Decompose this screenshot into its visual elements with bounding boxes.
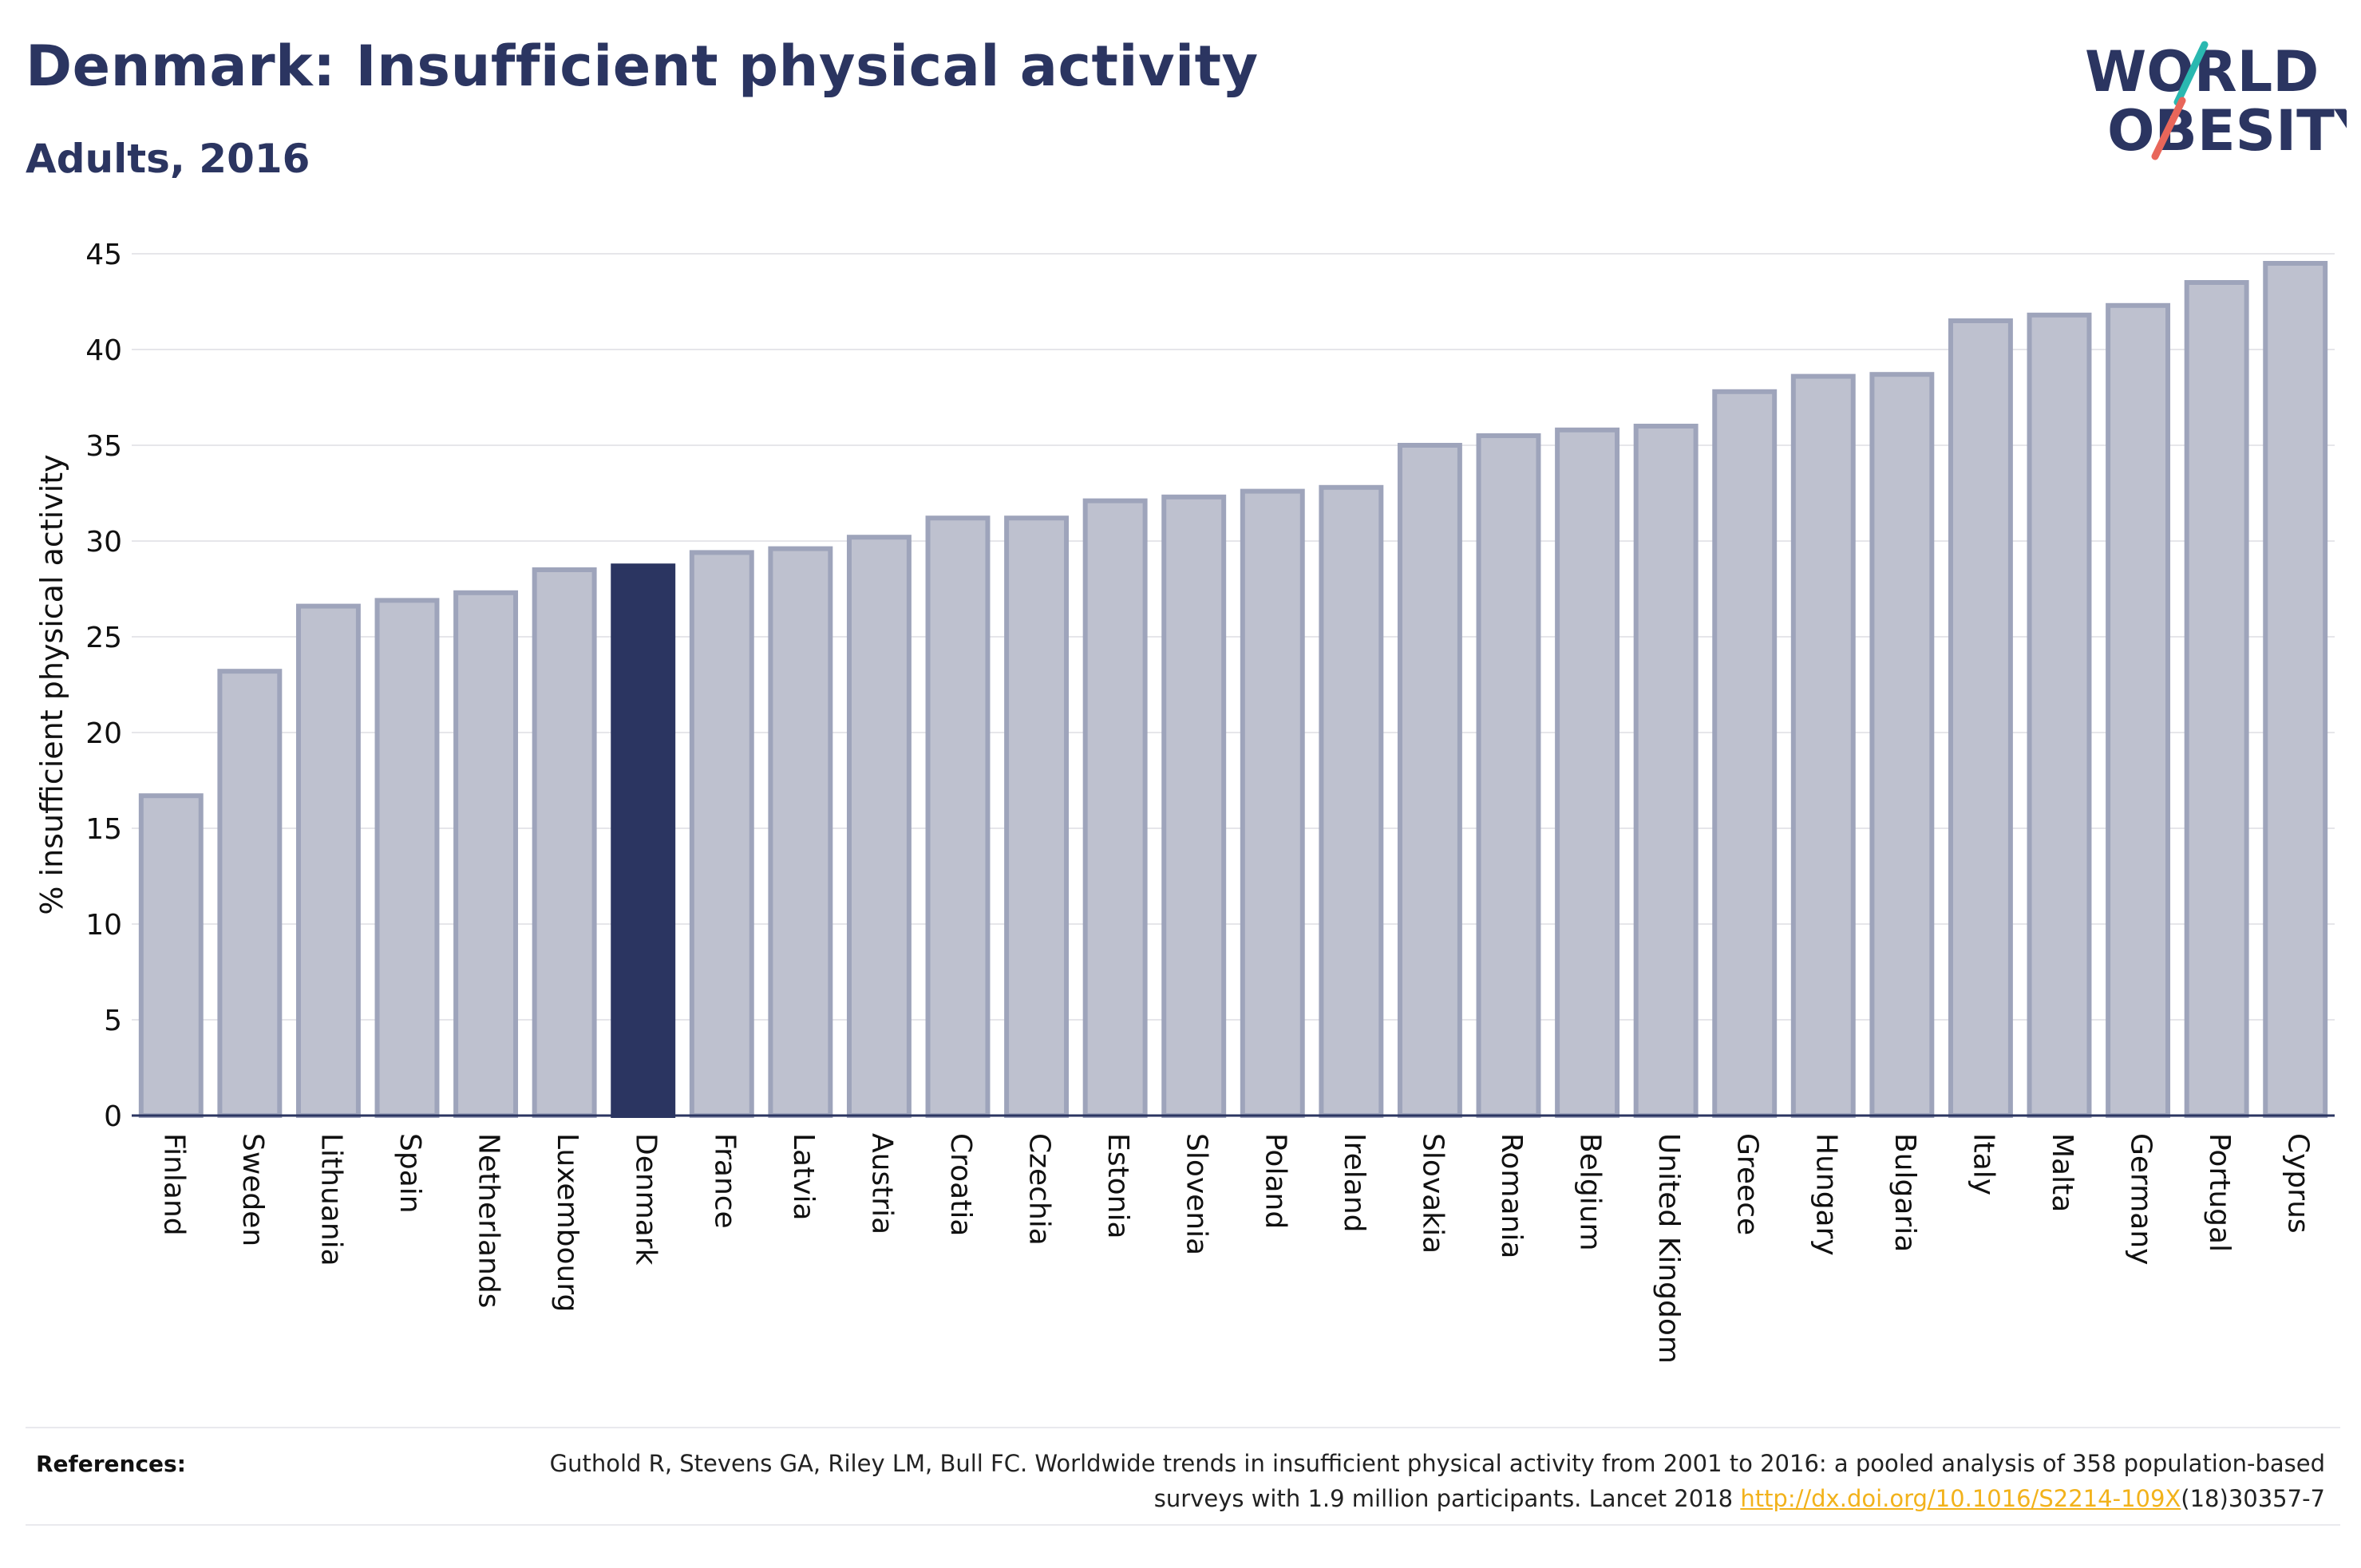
x-tick-label: Portugal <box>2203 1133 2236 1252</box>
x-tick-label: Italy <box>1967 1133 1999 1195</box>
x-tick-label: Ireland <box>1338 1133 1370 1233</box>
x-tick-label: Bulgaria <box>1888 1133 1921 1252</box>
x-tick-label: Slovenia <box>1180 1133 1213 1255</box>
x-tick-label: Czechia <box>1023 1133 1056 1246</box>
bar-france <box>689 550 754 1118</box>
bar-slovenia <box>1161 494 1227 1118</box>
bar-poland <box>1240 488 1305 1118</box>
world-obesity-logo: WORLD OBESITY <box>2085 39 2347 164</box>
references-citation: Guthold R, Stevens GA, Riley LM, Bull FC… <box>549 1450 2325 1512</box>
x-tick-label: Romania <box>1495 1133 1528 1258</box>
x-tick-label: Cyprus <box>2282 1133 2315 1234</box>
references-text: Guthold R, Stevens GA, Riley LM, Bull FC… <box>489 1446 2325 1516</box>
x-tick-label: Lithuania <box>314 1133 347 1266</box>
x-tick-label: Finland <box>157 1133 190 1236</box>
bar-malta <box>2027 312 2092 1118</box>
x-tick-label: Belgium <box>1574 1133 1607 1251</box>
bar-ireland <box>1319 484 1384 1118</box>
bar-finland <box>138 793 204 1118</box>
references-citation-suffix: (18)30357-7 <box>2181 1485 2325 1512</box>
bar-latvia <box>768 546 833 1118</box>
bar-germany <box>2106 302 2171 1118</box>
y-tick-label: 40 <box>85 334 122 367</box>
y-tick-label: 0 <box>104 1100 122 1133</box>
bar-slovakia <box>1397 443 1462 1118</box>
x-tick-label: Slovakia <box>1416 1133 1449 1254</box>
y-tick-label: 10 <box>85 909 122 942</box>
references-divider-top <box>26 1427 2340 1428</box>
bar-bulgaria <box>1869 372 1935 1118</box>
x-tick-label: Denmark <box>630 1133 662 1266</box>
y-tick-label: 30 <box>85 526 122 559</box>
bar-estonia <box>1082 498 1148 1118</box>
x-axis-labels: Finland Sweden Lithuania Spain Netherlands Lu… <box>157 1133 2314 1364</box>
x-tick-label: France <box>708 1133 741 1229</box>
y-tick-label: 25 <box>85 622 122 654</box>
bar-croatia <box>925 515 991 1118</box>
bar-sweden <box>217 669 283 1118</box>
x-tick-label: Spain <box>394 1133 426 1214</box>
x-tick-label: Luxembourg <box>551 1133 583 1312</box>
logo-slash-teal <box>2173 41 2209 106</box>
logo-slash-coral <box>2151 97 2186 160</box>
x-tick-label: Hungary <box>1809 1133 1842 1256</box>
bar-denmark <box>611 563 676 1118</box>
x-tick-label: Latvia <box>787 1133 820 1221</box>
y-tick-label: 35 <box>85 430 122 463</box>
y-tick-label: 20 <box>85 717 122 750</box>
x-tick-label: Greece <box>1731 1133 1764 1235</box>
bar-greece <box>1712 389 1778 1118</box>
bar-romania <box>1476 433 1541 1118</box>
bars <box>138 261 2328 1119</box>
y-axis-label: % insufficient physical activity <box>34 454 69 914</box>
logo-text-obesity: OBESITY <box>2107 98 2347 164</box>
x-tick-label: Austria <box>865 1133 898 1234</box>
y-axis-ticks: 0 5 10 15 20 25 30 35 40 45 <box>85 239 122 1133</box>
bar-cyprus <box>2263 261 2328 1118</box>
chart-subtitle: Adults, 2016 <box>26 136 310 182</box>
bar-united-kingdom <box>1633 424 1699 1118</box>
bar-luxembourg <box>532 567 597 1118</box>
bar-chart: 0 5 10 15 20 25 30 35 40 45 Finland Sweden Lithuani… <box>34 239 2335 1364</box>
references-label: References: <box>36 1451 186 1477</box>
y-tick-label: 45 <box>85 239 122 271</box>
bar-italy <box>1948 318 2013 1118</box>
bar-hungary <box>1790 373 1856 1119</box>
bar-portugal <box>2184 280 2249 1118</box>
y-tick-label: 5 <box>104 1005 122 1037</box>
bar-czechia <box>1004 515 1070 1118</box>
bar-netherlands <box>453 590 519 1118</box>
bar-austria <box>846 535 912 1118</box>
x-tick-label: Sweden <box>236 1133 269 1246</box>
x-tick-label: Croatia <box>944 1133 977 1236</box>
bar-lithuania <box>295 603 361 1118</box>
chart-title: Denmark: Insufficient physical activity <box>26 34 1259 99</box>
x-tick-label: Estonia <box>1101 1133 1134 1239</box>
references-doi-link[interactable]: http://dx.doi.org/10.1016/S2214-109X <box>1740 1485 2181 1512</box>
x-tick-label: United Kingdom <box>1652 1133 1685 1364</box>
x-tick-label: Malta <box>2046 1133 2078 1212</box>
x-tick-label: Poland <box>1259 1133 1291 1229</box>
bar-belgium <box>1555 427 1620 1118</box>
y-tick-label: 15 <box>85 813 122 846</box>
x-tick-label: Germany <box>2125 1133 2157 1265</box>
bar-spain <box>374 598 440 1118</box>
x-tick-label: Netherlands <box>473 1133 505 1308</box>
references-divider-bottom <box>26 1524 2340 1526</box>
